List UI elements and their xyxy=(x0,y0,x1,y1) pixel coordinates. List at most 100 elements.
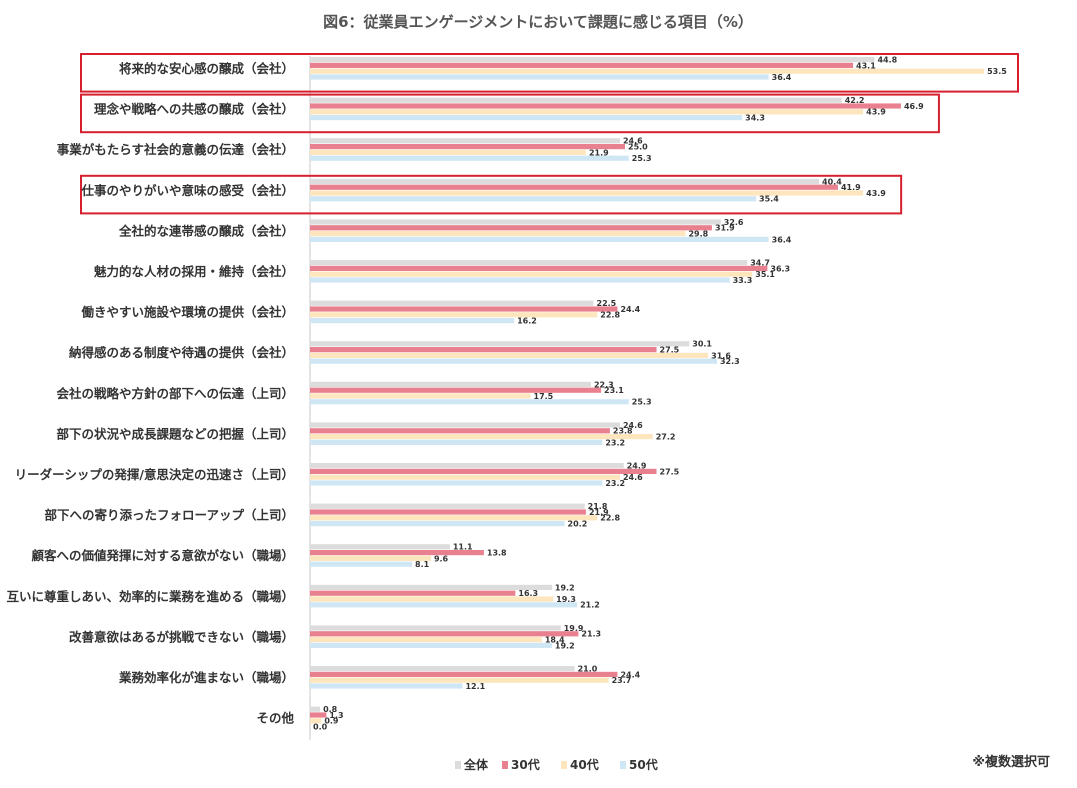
bar xyxy=(310,347,657,353)
data-label: 1.3 xyxy=(329,711,343,720)
bar xyxy=(310,584,552,590)
data-label: 24.9 xyxy=(627,462,647,471)
data-label: 35.1 xyxy=(755,270,775,279)
bar xyxy=(310,561,413,567)
bar xyxy=(310,399,629,405)
bar xyxy=(310,149,586,155)
legend-label: 全体 xyxy=(463,757,489,772)
data-label: 35.4 xyxy=(759,195,779,204)
bar xyxy=(310,225,712,231)
data-label: 22.3 xyxy=(594,380,614,389)
bar xyxy=(310,521,565,527)
data-label: 43.9 xyxy=(866,189,886,198)
category-label: 業務効率化が進まない（職場） xyxy=(118,670,294,685)
data-label: 29.8 xyxy=(688,230,708,239)
category-label: 会社の戦略や方針の部下への伝達（上司） xyxy=(56,386,294,401)
bar xyxy=(310,480,603,486)
bar xyxy=(310,138,620,144)
bar xyxy=(310,503,585,509)
bar xyxy=(310,196,757,202)
bar xyxy=(310,625,561,631)
data-label: 43.9 xyxy=(866,108,886,117)
bar xyxy=(310,550,484,556)
bar xyxy=(310,555,431,561)
data-label: 0.0 xyxy=(313,723,328,732)
data-label: 23.8 xyxy=(613,427,633,436)
data-label: 43.1 xyxy=(856,61,876,70)
bar xyxy=(310,393,531,399)
bar xyxy=(310,712,327,718)
bar xyxy=(310,590,516,596)
bar xyxy=(310,358,717,364)
data-label: 41.9 xyxy=(841,183,861,192)
data-label: 23.2 xyxy=(605,438,625,447)
data-label: 31.9 xyxy=(715,224,735,233)
bar xyxy=(310,515,598,521)
category-label: 納得感のある制度や待遇の提供（会社） xyxy=(69,345,294,360)
data-label: 18.4 xyxy=(545,636,565,645)
data-label: 9.6 xyxy=(434,554,449,563)
bar xyxy=(310,666,575,672)
data-label: 33.3 xyxy=(733,276,753,285)
category-label: 顧客への価値発揮に対する意欲がない（職場） xyxy=(31,548,294,563)
category-label: 全社的な連帯感の醸成（会社） xyxy=(118,223,294,238)
data-label: 21.8 xyxy=(588,502,608,511)
bar xyxy=(310,260,748,266)
bar xyxy=(310,97,842,103)
data-label: 16.2 xyxy=(517,317,537,326)
legend-label: 50代 xyxy=(629,757,658,772)
bar xyxy=(310,57,875,63)
bar xyxy=(310,155,629,161)
data-label: 30.1 xyxy=(692,340,712,349)
data-label: 21.2 xyxy=(580,601,600,610)
bar xyxy=(310,468,657,474)
data-label: 16.3 xyxy=(518,589,538,598)
bar xyxy=(310,219,721,225)
bar xyxy=(310,706,321,712)
chart-title: 図6：従業員エンゲージメントにおいて課題に感じる項目（%） xyxy=(323,13,753,31)
category-label: 仕事のやりがいや意味の感受（会社） xyxy=(80,183,294,198)
data-label: 13.8 xyxy=(487,549,507,558)
data-label: 27.5 xyxy=(660,467,680,476)
bar xyxy=(310,231,686,237)
category-label: 互いに尊重しあい、効率的に業務を進める（職場） xyxy=(6,589,294,604)
bar xyxy=(310,463,624,469)
bar xyxy=(310,642,552,648)
data-label: 24.4 xyxy=(620,305,640,314)
bar xyxy=(310,341,690,347)
data-label: 19.9 xyxy=(564,624,584,633)
bar xyxy=(310,352,709,358)
data-label: 19.3 xyxy=(556,595,576,604)
data-label: 40.4 xyxy=(822,177,842,186)
data-label: 23.1 xyxy=(604,386,624,395)
data-label: 8.1 xyxy=(415,560,430,569)
legend-swatch xyxy=(455,761,461,769)
data-label: 36.4 xyxy=(772,73,792,82)
bar xyxy=(310,474,620,480)
category-label: 部下への寄り添ったフォローアップ（上司） xyxy=(44,508,294,523)
category-label: 将来的な安心感の醸成（会社） xyxy=(119,61,294,76)
legend-label: 30代 xyxy=(511,757,540,772)
bar xyxy=(310,509,586,515)
data-label: 25.3 xyxy=(632,154,652,163)
bar xyxy=(310,236,769,242)
data-label: 34.3 xyxy=(745,114,765,123)
bar xyxy=(310,109,864,115)
data-label: 21.9 xyxy=(589,508,609,517)
data-label: 42.2 xyxy=(845,96,865,105)
highlight-box xyxy=(80,93,940,134)
legend-swatch xyxy=(561,761,567,769)
data-label: 31.6 xyxy=(711,351,731,360)
multiple-choice-note: ※複数選択可 xyxy=(972,754,1050,770)
data-label: 0.8 xyxy=(323,705,338,714)
data-label: 27.5 xyxy=(660,346,680,355)
bar xyxy=(310,631,579,637)
bar xyxy=(310,115,743,121)
bar xyxy=(310,671,618,677)
bar xyxy=(310,718,322,724)
bar xyxy=(310,103,901,109)
legend-swatch xyxy=(502,761,508,769)
data-label: 23.2 xyxy=(605,479,625,488)
data-label: 25.3 xyxy=(632,398,652,407)
